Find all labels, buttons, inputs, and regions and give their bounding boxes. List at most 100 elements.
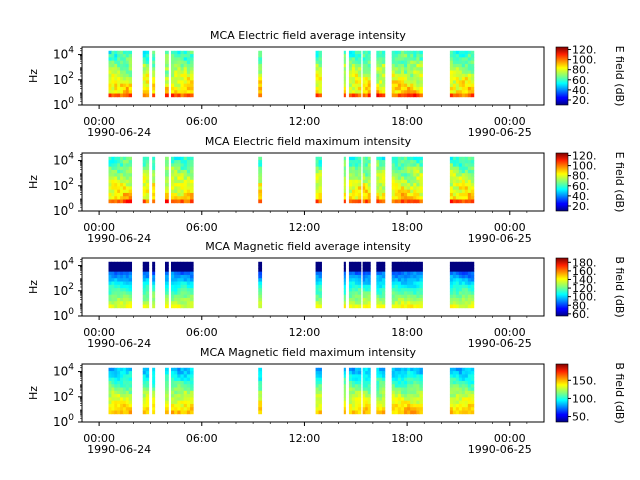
heatmap-cell [467, 186, 472, 191]
heatmap-cell [111, 377, 115, 382]
heatmap-cell [318, 301, 322, 305]
heatmap-cell [362, 189, 366, 194]
heatmap-cell [315, 390, 319, 395]
heatmap-cell [354, 265, 359, 269]
heatmap-cell [382, 163, 386, 168]
heatmap-cell [145, 196, 150, 200]
heatmap-cell [357, 397, 362, 402]
heatmap-cell [315, 281, 319, 286]
heatmap-cell [391, 390, 396, 395]
heatmap-cell [351, 397, 356, 402]
heatmap-cell [122, 70, 127, 75]
heatmap-cell [365, 93, 369, 98]
heatmap-cell [318, 166, 322, 171]
heatmap-cell [362, 73, 366, 78]
heatmap-cell [376, 407, 380, 411]
heatmap-cell [177, 90, 181, 94]
heatmap-cell [190, 77, 194, 81]
heatmap-cell [152, 60, 156, 65]
heatmap-cell [343, 284, 346, 289]
heatmap-cell [419, 284, 423, 289]
heatmap-cell [177, 288, 181, 292]
heatmap-cell [343, 410, 346, 415]
heatmap-cell [348, 265, 353, 269]
heatmap-cell [416, 380, 420, 385]
heatmap-cell [164, 403, 169, 408]
heatmap-cell [413, 176, 417, 181]
heatmap-cell [348, 284, 353, 289]
heatmap-cell [400, 50, 405, 55]
heatmap-cell [114, 196, 118, 200]
heatmap-cell [177, 410, 181, 415]
heatmap-cell [365, 192, 369, 197]
heatmap-cell [183, 73, 188, 78]
heatmap-cell [125, 57, 130, 62]
heatmap-cell [174, 265, 178, 269]
heatmap-cell [343, 186, 346, 191]
heatmap-cell [410, 67, 414, 71]
heatmap-cell [114, 371, 118, 375]
heatmap-cell [379, 371, 383, 375]
heatmap-cell [416, 73, 420, 78]
heatmap-cell [452, 410, 457, 415]
heatmap-cell [125, 70, 130, 75]
heatmap-cell [419, 179, 423, 184]
heatmap-cell [174, 77, 178, 81]
heatmap-cell [397, 93, 402, 98]
heatmap-cell [351, 268, 356, 273]
heatmap-cell [186, 83, 191, 88]
heatmap-cell [164, 83, 169, 88]
heatmap-cell [362, 304, 366, 309]
heatmap-cell [114, 268, 118, 273]
heatmap-cell [164, 271, 169, 276]
heatmap-cell [354, 192, 359, 197]
heatmap-cell [407, 387, 411, 392]
heatmap-cell [186, 77, 191, 81]
heatmap-cell [407, 284, 411, 289]
heatmap-cell [419, 199, 423, 204]
heatmap-cell [397, 278, 402, 282]
heatmap-cell [400, 183, 405, 187]
heatmap-cell [404, 410, 408, 415]
heatmap-cell [407, 394, 411, 398]
heatmap-cell [170, 86, 175, 91]
heatmap-cell [458, 410, 463, 415]
heatmap-cell [404, 304, 408, 309]
heatmap-cell [464, 160, 469, 164]
heatmap-cell [315, 163, 319, 168]
heatmap-cell [461, 63, 466, 68]
heatmap-cell [400, 192, 405, 197]
heatmap-cell [362, 288, 366, 292]
heatmap-cell [407, 281, 411, 286]
heatmap-cell [365, 380, 369, 385]
heatmap-cell [362, 394, 366, 398]
heatmap-cell [467, 160, 472, 164]
heatmap-cell [125, 189, 130, 194]
heatmap-cell [416, 377, 420, 382]
heatmap-cell [114, 83, 118, 88]
heatmap-cell [315, 304, 319, 309]
heatmap-cell [419, 278, 423, 282]
heatmap-cell [391, 284, 396, 289]
heatmap-cell [354, 397, 359, 402]
heatmap-cell [111, 186, 115, 191]
heatmap-cell [416, 294, 420, 299]
heatmap-cell [365, 60, 369, 65]
heatmap-cell [164, 265, 169, 269]
colorbar-label: B field (dB) [613, 362, 626, 423]
heatmap-cell [183, 173, 188, 177]
heatmap-cell [125, 377, 130, 382]
heatmap-cell [404, 192, 408, 197]
heatmap-cell [362, 377, 366, 382]
heatmap-cell [318, 384, 322, 388]
heatmap-cell [362, 86, 366, 91]
heatmap-cell [449, 367, 454, 372]
heatmap-cell [467, 80, 472, 85]
heatmap-cell [186, 387, 191, 392]
heatmap-cell [348, 67, 353, 71]
heatmap-cell [397, 83, 402, 88]
heatmap-cell [190, 70, 194, 75]
heatmap-cell [351, 291, 356, 296]
heatmap-cell [174, 183, 178, 187]
heatmap-cell [114, 384, 118, 388]
